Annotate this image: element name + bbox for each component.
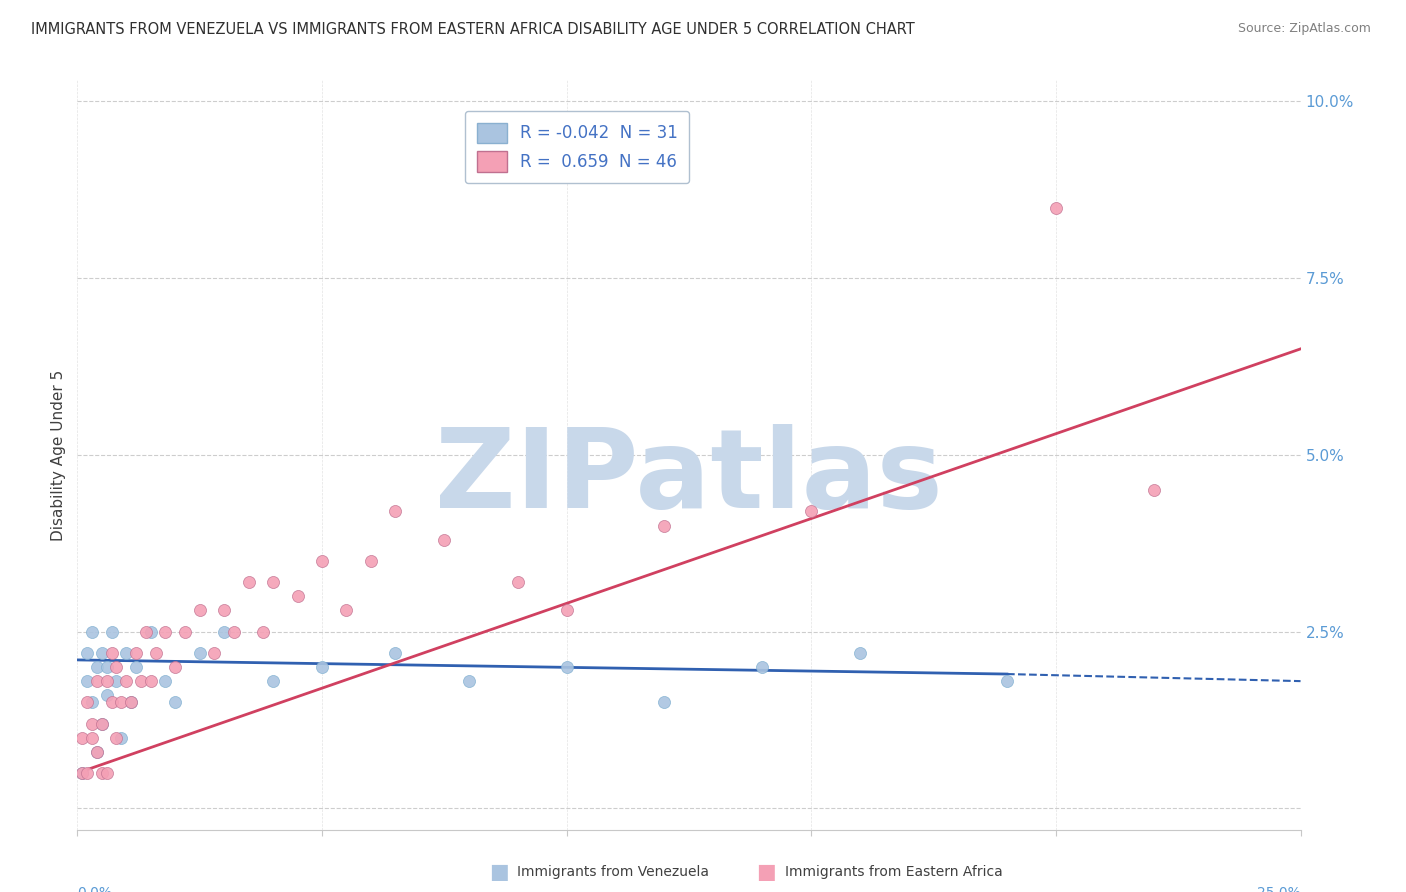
Point — [457, 674, 479, 689]
Point — [555, 660, 578, 674]
Point — [188, 646, 211, 660]
Point — [238, 575, 260, 590]
Point — [76, 766, 98, 780]
Text: Immigrants from Eastern Africa: Immigrants from Eastern Africa — [785, 865, 1002, 880]
Point — [110, 695, 132, 709]
Text: 25.0%: 25.0% — [1257, 886, 1301, 892]
Point — [212, 603, 235, 617]
Point — [100, 695, 122, 709]
Point — [70, 731, 93, 745]
Point — [1143, 483, 1166, 498]
Text: IMMIGRANTS FROM VENEZUELA VS IMMIGRANTS FROM EASTERN AFRICA DISABILITY AGE UNDER: IMMIGRANTS FROM VENEZUELA VS IMMIGRANTS … — [31, 22, 915, 37]
Point — [76, 695, 98, 709]
Point — [80, 695, 103, 709]
Point — [155, 624, 177, 639]
Point — [800, 504, 823, 518]
Point — [80, 731, 103, 745]
Point — [110, 731, 132, 745]
Point — [120, 695, 142, 709]
Point — [86, 674, 108, 689]
Point — [80, 624, 103, 639]
Point — [76, 646, 98, 660]
Point — [384, 504, 406, 518]
Point — [360, 554, 382, 568]
Point — [212, 624, 235, 639]
Point — [86, 745, 108, 759]
Text: Immigrants from Venezuela: Immigrants from Venezuela — [517, 865, 710, 880]
Point — [311, 554, 333, 568]
Point — [188, 603, 211, 617]
Point — [120, 695, 142, 709]
Point — [654, 518, 676, 533]
Point — [433, 533, 456, 547]
Point — [105, 674, 128, 689]
Point — [155, 674, 177, 689]
Point — [384, 646, 406, 660]
Point — [90, 766, 112, 780]
Point — [125, 646, 148, 660]
Point — [100, 624, 122, 639]
Point — [90, 716, 112, 731]
Point — [751, 660, 773, 674]
Point — [86, 745, 108, 759]
Point — [506, 575, 529, 590]
Point — [86, 660, 108, 674]
Point — [311, 660, 333, 674]
Point — [96, 688, 118, 702]
Point — [139, 674, 162, 689]
Point — [135, 624, 157, 639]
Point — [139, 624, 162, 639]
Legend: R = -0.042  N = 31, R =  0.659  N = 46: R = -0.042 N = 31, R = 0.659 N = 46 — [465, 112, 689, 184]
Point — [654, 695, 676, 709]
Point — [80, 716, 103, 731]
Text: ■: ■ — [489, 863, 509, 882]
Y-axis label: Disability Age Under 5: Disability Age Under 5 — [51, 369, 66, 541]
Point — [995, 674, 1018, 689]
Point — [145, 646, 167, 660]
Point — [105, 731, 128, 745]
Point — [165, 660, 187, 674]
Point — [1045, 201, 1067, 215]
Point — [105, 660, 128, 674]
Point — [90, 716, 112, 731]
Point — [174, 624, 197, 639]
Point — [335, 603, 357, 617]
Point — [96, 766, 118, 780]
Point — [115, 646, 138, 660]
Point — [849, 646, 872, 660]
Point — [70, 766, 93, 780]
Text: ■: ■ — [756, 863, 776, 882]
Point — [70, 766, 93, 780]
Point — [96, 660, 118, 674]
Point — [252, 624, 274, 639]
Point — [100, 646, 122, 660]
Point — [129, 674, 152, 689]
Text: 0.0%: 0.0% — [77, 886, 112, 892]
Point — [222, 624, 245, 639]
Point — [262, 674, 284, 689]
Point — [96, 674, 118, 689]
Text: Source: ZipAtlas.com: Source: ZipAtlas.com — [1237, 22, 1371, 36]
Point — [202, 646, 225, 660]
Point — [165, 695, 187, 709]
Point — [76, 674, 98, 689]
Text: ZIPatlas: ZIPatlas — [434, 424, 943, 531]
Point — [90, 646, 112, 660]
Point — [555, 603, 578, 617]
Point — [287, 589, 309, 603]
Point — [125, 660, 148, 674]
Point — [262, 575, 284, 590]
Point — [115, 674, 138, 689]
